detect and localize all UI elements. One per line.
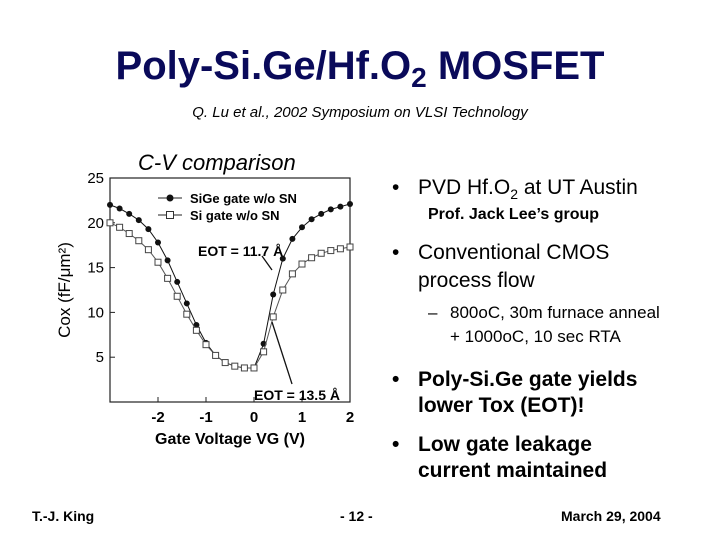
bullet-text-line2: process flow <box>418 269 535 292</box>
bullet-text-line1: Conventional CMOS <box>418 241 610 264</box>
y-tick-label: 20 <box>87 215 104 232</box>
bullet-dot: • <box>392 176 400 199</box>
legend-label-si: Si gate w/o SN <box>190 208 280 223</box>
sub-dash: – <box>428 303 438 322</box>
data-point-sige <box>279 255 286 262</box>
y-tick-label: 25 <box>87 170 104 187</box>
data-point-si <box>317 249 325 257</box>
series-layer <box>106 200 354 372</box>
x-tick-label: 0 <box>250 409 258 426</box>
data-point-si <box>144 246 152 254</box>
y-tick-label: 10 <box>87 304 104 321</box>
footer-author: T.-J. King <box>32 508 95 524</box>
data-point-si <box>154 258 162 266</box>
data-point-sige <box>116 205 123 212</box>
data-point-si <box>221 359 229 367</box>
data-point-si <box>202 341 210 349</box>
svg-text:Cox (fF/μm²): Cox (fF/μm²) <box>55 242 74 338</box>
x-axis-label: Gate Voltage VG (V) <box>155 431 305 448</box>
x-ticks: -2 -1 0 1 2 <box>151 397 354 426</box>
bullet-note: Prof. Jack Lee’s group <box>428 206 600 223</box>
data-point-sige <box>183 300 190 307</box>
data-point-sige <box>107 201 113 208</box>
plot-heading: C-V comparison <box>138 150 296 175</box>
data-point-si <box>125 230 133 238</box>
y-tick-label: 15 <box>87 260 104 277</box>
data-point-si <box>327 247 335 255</box>
data-point-si <box>298 260 306 268</box>
data-point-si <box>269 313 277 321</box>
annotation-arrow-sige <box>261 255 273 271</box>
data-point-si <box>106 219 114 227</box>
data-point-si <box>183 310 191 318</box>
legend-marker-si <box>166 211 174 219</box>
data-point-sige <box>318 210 325 217</box>
bullet-text-line2: current maintained <box>418 459 608 482</box>
bullet-dot: • <box>392 433 400 456</box>
citation: Q. Lu et al., 2002 Symposium on VLSI Tec… <box>192 104 528 121</box>
x-tick-label: -2 <box>151 409 164 426</box>
data-point-si <box>240 364 248 372</box>
bullet-text-line1: Low gate leakage <box>418 433 592 456</box>
slide-title: Poly-Si.Ge/Hf.O2 MOSFET <box>115 44 605 93</box>
sub-bullet-line1: 800oC, 30m furnace anneal <box>450 303 660 322</box>
data-point-si <box>260 348 268 356</box>
data-point-si <box>346 243 354 251</box>
data-point-sige <box>308 216 315 223</box>
x-tick-label: -1 <box>199 409 212 426</box>
data-point-sige <box>289 235 296 242</box>
data-point-sige <box>145 226 152 233</box>
data-point-si <box>192 326 200 334</box>
data-point-si <box>164 274 172 282</box>
data-point-sige <box>193 321 200 328</box>
data-point-si <box>173 292 181 300</box>
legend: SiGe gate w/o SN Si gate w/o SN <box>158 191 297 223</box>
data-point-si <box>250 364 258 372</box>
cv-chart: Cox (fF/μm²) 5 10 15 20 25 -2 -1 0 1 2 Gate Volt… <box>55 170 354 448</box>
legend-marker-sige <box>166 194 174 202</box>
y-axis-label: Cox (fF/μm²) <box>55 242 74 338</box>
data-point-sige <box>327 206 334 213</box>
footer-page-number: - 12 - <box>340 508 373 524</box>
data-point-sige <box>299 224 305 231</box>
plot-frame <box>109 177 351 403</box>
data-point-si <box>279 286 287 294</box>
data-point-si <box>212 351 220 359</box>
y-ticks: 5 10 15 20 25 <box>87 170 115 366</box>
bullet-dot: • <box>392 241 400 264</box>
data-point-sige <box>126 210 133 217</box>
bullet-text-line2: lower Tox (EOT)! <box>418 394 585 417</box>
data-point-si <box>116 223 124 231</box>
data-point-sige <box>337 203 344 210</box>
data-point-sige <box>174 278 181 285</box>
x-tick-label: 2 <box>346 409 354 426</box>
bullet-text: PVD Hf.O2 at UT Austin <box>418 176 638 203</box>
annotation-eot-sige: EOT = 11.7 Å <box>198 243 283 259</box>
footer-date: March 29, 2004 <box>561 508 661 524</box>
annotation-arrow-si <box>271 321 293 385</box>
bullet-text-line1: Poly-Si.Ge gate yields <box>418 368 638 391</box>
data-point-si <box>288 270 296 278</box>
data-point-sige <box>164 257 171 264</box>
data-point-si <box>231 362 239 370</box>
data-point-sige <box>135 217 142 224</box>
data-point-si <box>135 237 143 245</box>
annotation-eot-si: EOT = 13.5 Å <box>254 387 340 403</box>
legend-label-sige: SiGe gate w/o SN <box>190 191 297 206</box>
data-point-sige <box>270 291 277 298</box>
bullet-dot: • <box>392 368 400 391</box>
data-point-sige <box>347 200 353 207</box>
data-point-sige <box>155 239 161 246</box>
sub-bullet-line2: + 1000oC, 10 sec RTA <box>450 327 621 346</box>
y-tick-label: 5 <box>96 349 104 366</box>
data-point-si <box>308 254 316 262</box>
data-point-si <box>336 245 344 253</box>
x-tick-label: 1 <box>298 409 306 426</box>
